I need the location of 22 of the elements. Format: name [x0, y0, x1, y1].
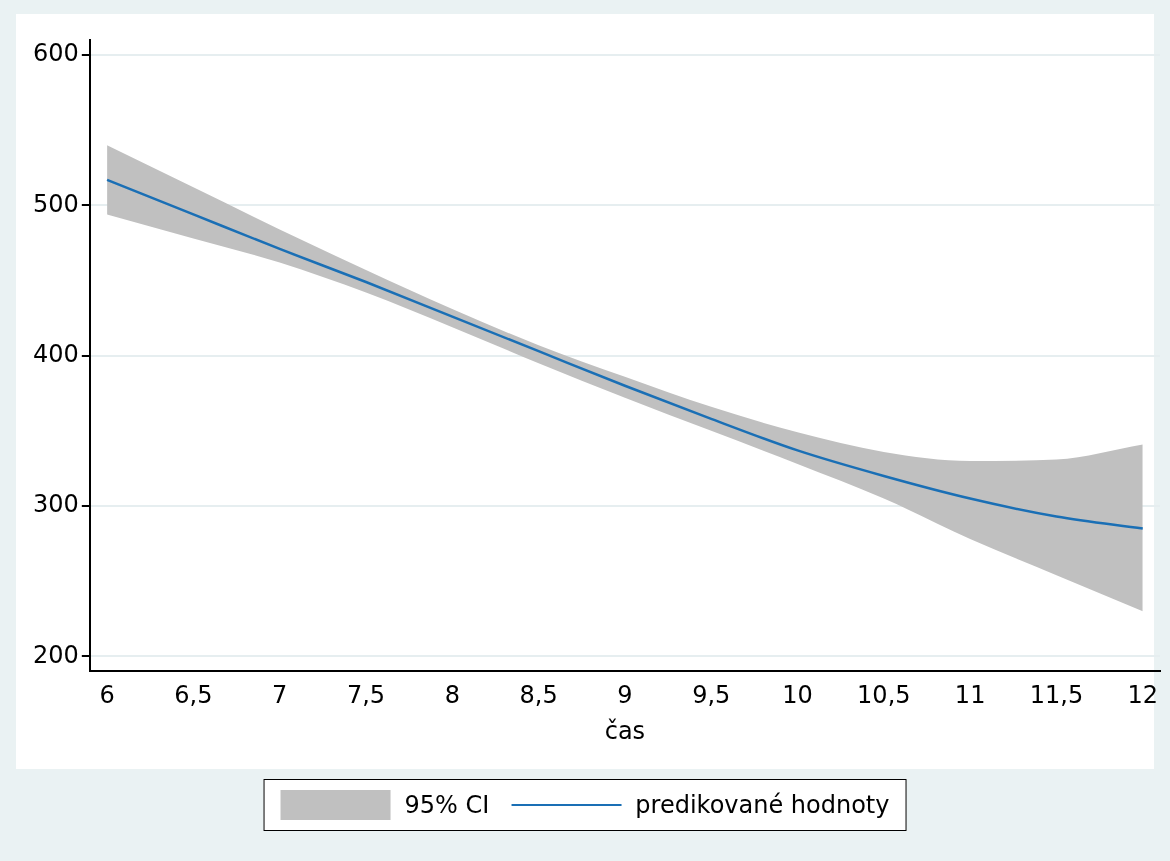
- x-tick-label: 9,5: [692, 681, 731, 710]
- legend-label: predikované hodnoty: [635, 791, 890, 819]
- x-tick-label: 8: [444, 681, 460, 710]
- x-tick-label: 8,5: [519, 681, 558, 710]
- x-tick-label: 12: [1127, 681, 1159, 710]
- x-axis-title: čas: [604, 716, 646, 745]
- y-tick-label: 500: [33, 189, 79, 218]
- x-tick-label: 10: [782, 681, 813, 710]
- x-tick-label: 9: [617, 681, 633, 710]
- x-tick-label: 10,5: [857, 681, 911, 710]
- x-tick-label: 11: [954, 681, 986, 710]
- x-tick-label: 11,5: [1029, 681, 1084, 710]
- line-series: [105, 178, 1144, 530]
- y-tick-label: 600: [33, 39, 79, 68]
- y-tick-label: 400: [33, 339, 79, 368]
- text: 95% CI: [404, 791, 490, 819]
- x-tick-label: 6: [99, 681, 115, 710]
- y-tick-label: 300: [33, 490, 79, 519]
- x-tick-label: 7,5: [346, 681, 386, 710]
- x-tick-label: 7: [272, 681, 288, 710]
- x-tick-label: 6,5: [174, 681, 213, 710]
- y-tick-label: 200: [33, 640, 79, 669]
